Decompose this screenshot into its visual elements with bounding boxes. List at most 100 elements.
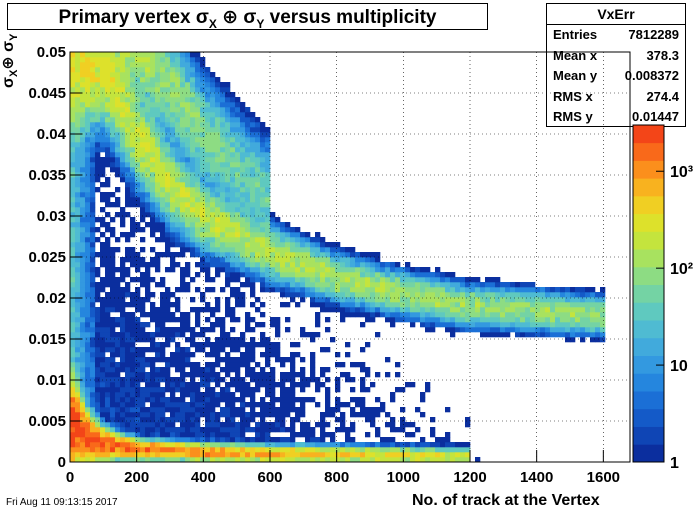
heatmap-cell <box>420 412 426 418</box>
heatmap-cell <box>70 272 76 278</box>
heatmap-cell <box>105 452 111 458</box>
heatmap-cell <box>140 337 146 343</box>
heatmap-cell <box>80 227 86 233</box>
heatmap-cell <box>445 407 451 413</box>
heatmap-cell <box>560 287 566 293</box>
heatmap-cell <box>435 272 441 278</box>
heatmap-cell <box>220 102 226 108</box>
heatmap-cell <box>370 292 376 298</box>
heatmap-cell <box>150 147 156 153</box>
heatmap-cell <box>85 77 91 83</box>
heatmap-cell <box>90 457 96 463</box>
heatmap-cell <box>195 442 201 448</box>
heatmap-cell <box>95 382 101 388</box>
heatmap-cell <box>115 92 121 98</box>
heatmap-cell <box>210 347 216 353</box>
heatmap-cell <box>180 152 186 158</box>
heatmap-cell <box>205 307 211 313</box>
heatmap-cell <box>305 272 311 278</box>
heatmap-cell <box>365 367 371 373</box>
heatmap-cell <box>270 452 276 458</box>
heatmap-cell <box>150 332 156 338</box>
heatmap-cell <box>190 252 196 258</box>
heatmap-cell <box>205 77 211 83</box>
heatmap-cell <box>390 437 396 443</box>
heatmap-cell <box>380 442 386 448</box>
heatmap-cell <box>90 222 96 228</box>
heatmap-cell <box>140 352 146 358</box>
heatmap-cell <box>245 367 251 373</box>
heatmap-cell <box>105 382 111 388</box>
heatmap-cell <box>140 237 146 243</box>
heatmap-cell <box>155 282 161 288</box>
heatmap-cell <box>270 227 276 233</box>
heatmap-cell <box>295 432 301 438</box>
heatmap-cell <box>410 302 416 308</box>
heatmap-cell <box>505 282 511 288</box>
heatmap-cell <box>100 247 106 253</box>
heatmap-cell <box>120 217 126 223</box>
heatmap-cell <box>170 332 176 338</box>
heatmap-cell <box>430 317 436 323</box>
heatmap-cell <box>310 457 316 463</box>
heatmap-cell <box>500 307 506 313</box>
heatmap-cell <box>150 357 156 363</box>
heatmap-cell <box>95 92 101 98</box>
heatmap-cell <box>75 67 81 73</box>
heatmap-cell <box>85 102 91 108</box>
heatmap-cell <box>355 292 361 298</box>
heatmap-cell <box>550 332 556 338</box>
heatmap-cell <box>145 142 151 148</box>
heatmap-cell <box>110 62 116 68</box>
heatmap-cell <box>515 312 521 318</box>
heatmap-cell <box>380 457 386 463</box>
heatmap-cell <box>445 307 451 313</box>
heatmap-cell <box>275 282 281 288</box>
heatmap-cell <box>195 232 201 238</box>
heatmap-cell <box>75 232 81 238</box>
heatmap-cell <box>280 252 286 258</box>
heatmap-cell <box>270 382 276 388</box>
heatmap-cell <box>540 287 546 293</box>
heatmap-cell <box>125 57 131 63</box>
heatmap-cell <box>340 447 346 453</box>
heatmap-cell <box>95 387 101 393</box>
heatmap-cell <box>180 397 186 403</box>
heatmap-cell <box>135 372 141 378</box>
heatmap-cell <box>240 402 246 408</box>
heatmap-cell <box>125 192 131 198</box>
heatmap-cell <box>140 52 146 58</box>
heatmap-cell <box>240 117 246 123</box>
heatmap-cell <box>485 297 491 303</box>
heatmap-cell <box>160 347 166 353</box>
heatmap-cell <box>85 417 91 423</box>
heatmap-cell <box>230 122 236 128</box>
heatmap-cell <box>445 292 451 298</box>
heatmap-cell <box>175 222 181 228</box>
heatmap-cell <box>150 372 156 378</box>
heatmap-cell <box>130 252 136 258</box>
heatmap-cell <box>320 292 326 298</box>
heatmap-cell <box>140 202 146 208</box>
heatmap-cell <box>530 312 536 318</box>
heatmap-cell <box>380 302 386 308</box>
heatmap-cell <box>260 257 266 263</box>
heatmap-cell <box>480 317 486 323</box>
heatmap-cell <box>190 372 196 378</box>
heatmap-cell <box>115 62 121 68</box>
heatmap-cell <box>195 332 201 338</box>
heatmap-cell <box>155 327 161 333</box>
heatmap-cell <box>150 422 156 428</box>
heatmap-cell <box>230 287 236 293</box>
heatmap-cell <box>255 387 261 393</box>
heatmap-cell <box>115 237 121 243</box>
heatmap-cell <box>225 127 231 133</box>
heatmap-cell <box>210 277 216 283</box>
heatmap-cell <box>215 167 221 173</box>
heatmap-cell <box>320 417 326 423</box>
heatmap-cell <box>555 332 561 338</box>
heatmap-cell <box>275 457 281 463</box>
heatmap-cell <box>265 372 271 378</box>
heatmap-cell <box>105 102 111 108</box>
heatmap-cell <box>285 407 291 413</box>
